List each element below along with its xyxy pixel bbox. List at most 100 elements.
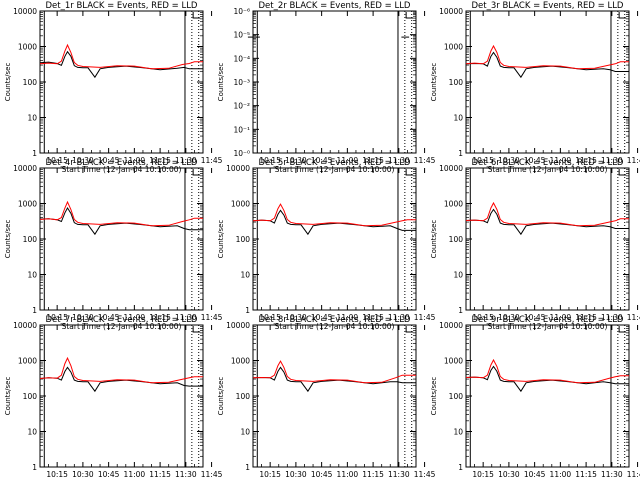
series-events <box>252 366 416 393</box>
x-tick-label: 11:00 <box>337 313 359 322</box>
x-tick-label: 10:15 <box>46 156 68 165</box>
panel-title: Det_9r BLACK = Events, RED = LLD <box>472 315 624 325</box>
series-lld <box>39 200 203 227</box>
x-tick-label: 11:45 <box>414 156 436 165</box>
plot-frame <box>39 10 204 154</box>
x-tick-label: 11:15 <box>362 313 384 322</box>
series-events <box>465 51 629 79</box>
x-tick-label: 11:45 <box>414 313 436 322</box>
x-tick-label: 11:45 <box>627 313 640 322</box>
x-tick-label: 10:45 <box>98 313 120 322</box>
y-tick-label: 100 <box>449 392 464 401</box>
y-tick-label: 10000 <box>439 321 463 330</box>
y-tick-label: 10000 <box>13 7 37 16</box>
x-axis-label: Start Time (12-Jan-04 10:10:00) <box>275 165 395 174</box>
plot-frame <box>252 324 417 468</box>
y-tick-label: 1000 <box>444 43 463 52</box>
y-tick-label: 10⁻¹ <box>233 125 250 134</box>
x-tick-label: 10:15 <box>472 470 494 479</box>
y-tick-label: 10 <box>240 428 250 437</box>
bracket-marker <box>192 169 201 176</box>
y-tick-label: 10000 <box>226 164 250 173</box>
x-axis-label: Start Time (12-Jan-04 10:10:00) <box>488 165 608 174</box>
y-tick-label: 10 <box>27 271 37 280</box>
x-tick-label: 10:45 <box>98 156 120 165</box>
x-tick-label: 10:30 <box>72 470 94 479</box>
plot-frame <box>39 167 204 311</box>
panel-title: Det_6r BLACK = Events, RED = LLD <box>472 158 624 168</box>
y-tick-label: 10 <box>453 428 463 437</box>
x-tick-label: 11:00 <box>124 470 146 479</box>
series-lld <box>465 44 629 70</box>
x-tick-label: 10:45 <box>311 156 333 165</box>
x-tick-label: 10:15 <box>259 313 281 322</box>
y-tick-label: 100 <box>23 392 38 401</box>
x-tick-label: 10:30 <box>285 156 307 165</box>
y-tick-label: 1 <box>32 149 37 158</box>
x-tick-label: 10:45 <box>524 470 546 479</box>
panel-title: Det_5r BLACK = Events, RED = LLD <box>259 158 411 168</box>
x-tick-label: 11:30 <box>175 313 197 322</box>
y-tick-label: 1000 <box>444 357 463 366</box>
panel-title: Det_2r BLACK = Events, RED = LLD <box>259 1 411 11</box>
x-tick-label: 11:30 <box>388 313 410 322</box>
x-tick-label: 11:00 <box>124 313 146 322</box>
x-tick-label: 10:15 <box>46 470 68 479</box>
bracket-marker <box>405 12 414 19</box>
panel-title: Det_3r BLACK = Events, RED = LLD <box>472 1 624 11</box>
y-axis-label: Counts/sec <box>217 377 225 416</box>
x-tick-label: 11:15 <box>149 313 171 322</box>
y-tick-label: 10⁻⁰ <box>233 149 250 158</box>
x-tick-label: 11:45 <box>201 156 223 165</box>
panel-det-3r: Det_3r BLACK = Events, RED = LLD 10:15 10:… <box>430 1 640 174</box>
x-tick-label: 11:00 <box>337 156 359 165</box>
bracket-marker <box>618 326 627 333</box>
series-events <box>465 208 629 236</box>
panel-det-1r: Det_1r BLACK = Events, RED = LLD 10:15 10:… <box>4 1 223 174</box>
x-tick-label: 10:30 <box>498 156 520 165</box>
y-axis-label: Counts/sec <box>430 63 438 102</box>
y-tick-label: 100 <box>236 392 251 401</box>
y-axis-label: Counts/sec <box>430 220 438 259</box>
series-lld <box>39 356 203 384</box>
x-tick-label: 11:30 <box>388 470 410 479</box>
bracket-marker <box>192 12 201 19</box>
x-tick-label: 11:15 <box>575 313 597 322</box>
x-tick-label: 11:30 <box>175 470 197 479</box>
y-tick-label: 1 <box>458 149 463 158</box>
x-tick-label: 11:15 <box>575 156 597 165</box>
y-tick-label: 1000 <box>231 357 250 366</box>
x-tick-label: 11:45 <box>201 470 223 479</box>
x-tick-label: 10:30 <box>285 313 307 322</box>
x-tick-label: 11:30 <box>388 156 410 165</box>
series-lld <box>252 203 416 227</box>
x-tick-label: 11:45 <box>627 470 640 479</box>
series-events <box>39 50 203 79</box>
x-tick-label: 10:45 <box>524 156 546 165</box>
y-tick-label: 1000 <box>18 43 37 52</box>
panel-det-2r: Det_2r BLACK = Events, RED = LLD 10:15 10:… <box>217 1 436 174</box>
x-tick-label: 10:15 <box>46 313 68 322</box>
plot-frame <box>465 167 630 311</box>
x-axis-label: Start Time (12-Jan-04 10:10:00) <box>275 322 395 331</box>
x-tick-label: 10:15 <box>472 313 494 322</box>
plot-frame <box>252 167 417 311</box>
y-tick-label: 1 <box>32 463 37 472</box>
plot-frame <box>465 324 630 468</box>
x-tick-label: 11:15 <box>362 156 384 165</box>
panel-title: Det_1r BLACK = Events, RED = LLD <box>46 1 198 11</box>
x-tick-label: 11:00 <box>550 470 572 479</box>
y-tick-label: 10000 <box>439 164 463 173</box>
x-tick-label: 11:00 <box>124 156 146 165</box>
y-tick-label: 10⁻⁶ <box>233 7 250 16</box>
x-tick-label: 11:15 <box>149 470 171 479</box>
series-lld <box>465 201 629 227</box>
x-axis-label: Start Time (12-Jan-04 10:10:00) <box>62 322 182 331</box>
y-tick-label: 10⁻⁴ <box>233 54 250 63</box>
y-tick-label: 10000 <box>13 164 37 173</box>
x-tick-label: 10:45 <box>311 470 333 479</box>
y-tick-label: 10 <box>453 271 463 280</box>
panel-title: Det_8r BLACK = Events, RED = LLD <box>259 315 411 325</box>
